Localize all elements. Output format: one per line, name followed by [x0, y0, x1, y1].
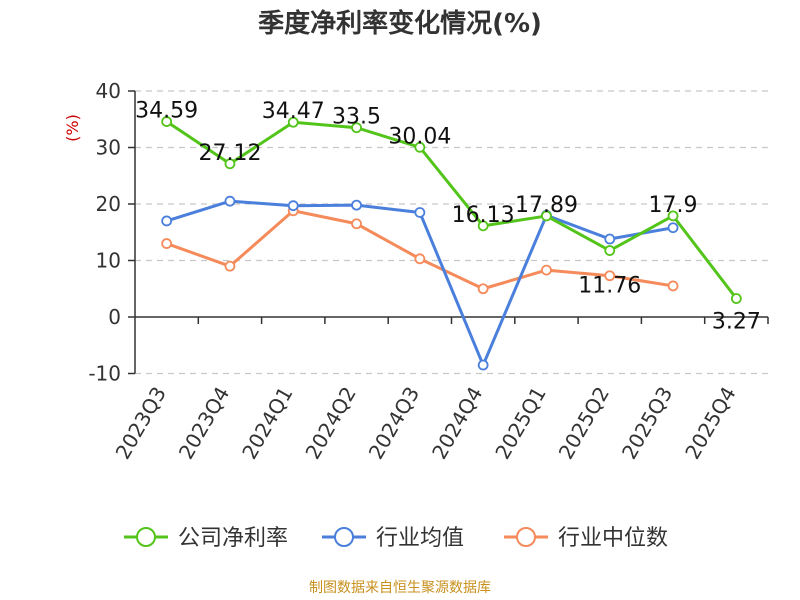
data-label: 11.76	[578, 274, 641, 299]
y-axis-label: (%)	[63, 114, 82, 142]
data-point	[477, 220, 489, 232]
legend-label: 公司净利率	[178, 526, 288, 551]
data-point	[161, 215, 173, 227]
x-tick-label: 2023Q4	[174, 383, 234, 464]
data-point	[477, 283, 489, 295]
data-label: 34.59	[135, 99, 198, 124]
legend-label: 行业均值	[376, 526, 464, 551]
data-point	[161, 238, 173, 249]
data-point	[667, 222, 679, 234]
data-point	[667, 280, 679, 292]
x-tick-label: 2025Q1	[490, 383, 550, 464]
data-label: 34.47	[262, 99, 325, 124]
series-line	[165, 120, 738, 300]
y-tick-label: 30	[96, 136, 121, 160]
data-point	[351, 122, 362, 134]
data-point	[604, 245, 616, 256]
legend-swatch-marker	[136, 527, 156, 547]
data-label: 30.04	[388, 124, 451, 149]
data-point	[730, 293, 742, 304]
data-point	[351, 218, 362, 230]
chart-title: 季度净利率变化情况(%)	[258, 8, 542, 39]
y-tick-label: 0	[108, 305, 121, 329]
data-point	[477, 359, 489, 371]
data-label: 17.89	[515, 193, 578, 218]
legend: 公司净利率 行业均值 行业中位数	[124, 526, 668, 551]
data-point	[604, 270, 616, 282]
data-point	[541, 264, 552, 276]
x-tick-label: 2023Q3	[111, 383, 171, 464]
data-point	[224, 195, 236, 207]
data-label: 3.27	[712, 310, 761, 335]
data-point	[161, 116, 173, 127]
series-layer	[161, 116, 742, 371]
data-point	[224, 158, 236, 170]
data-point	[287, 200, 299, 212]
y-tick-label: 40	[96, 79, 121, 103]
x-tick-label: 2025Q2	[554, 383, 614, 464]
x-tick-label: 2024Q4	[427, 383, 487, 464]
legend-label: 行业中位数	[558, 526, 668, 551]
data-point	[224, 260, 236, 272]
data-point	[414, 207, 426, 218]
x-tick-label: 2025Q3	[617, 383, 677, 464]
x-tick-label: 2024Q3	[364, 383, 424, 464]
source-note: 制图数据来自恒生聚源数据库	[309, 580, 491, 596]
data-point	[414, 141, 426, 153]
y-tick-label: 10	[96, 249, 121, 273]
data-point	[541, 210, 552, 222]
data-point	[287, 116, 299, 128]
data-label: 27.12	[198, 141, 261, 166]
legend-swatch-marker	[516, 527, 536, 547]
x-tick-label: 2024Q1	[237, 383, 297, 464]
data-point	[351, 199, 362, 211]
data-label: 16.13	[452, 203, 515, 228]
y-tick-label: -10	[88, 362, 121, 386]
data-point	[604, 233, 616, 245]
y-tick-label: 20	[96, 192, 121, 216]
data-point	[414, 253, 426, 265]
x-tick-label: 2024Q2	[300, 383, 360, 464]
data-point	[667, 210, 679, 222]
legend-swatch-marker	[334, 527, 354, 547]
data-label: 33.5	[332, 105, 381, 130]
x-tick-label: 2025Q4	[680, 383, 740, 464]
data-label: 17.9	[649, 193, 698, 218]
